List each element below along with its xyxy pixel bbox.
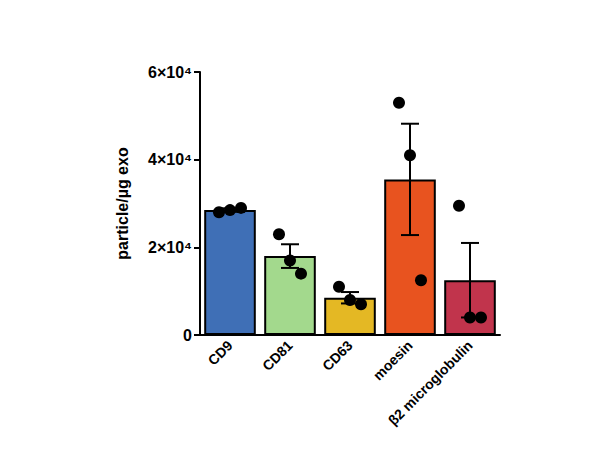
svg-text:CD81: CD81	[259, 337, 296, 374]
svg-text:0: 0	[183, 327, 192, 344]
svg-text:4×10⁴: 4×10⁴	[148, 151, 192, 168]
svg-text:6×10⁴: 6×10⁴	[148, 64, 192, 81]
svg-text:β2 microglobulin: β2 microglobulin	[385, 337, 476, 428]
svg-text:CD63: CD63	[319, 337, 356, 374]
svg-text:CD9: CD9	[205, 337, 236, 368]
svg-text:2×10⁴: 2×10⁴	[148, 239, 192, 256]
svg-text:moesin: moesin	[370, 337, 416, 383]
svg-text:particle/µg exo: particle/µg exo	[114, 147, 131, 260]
